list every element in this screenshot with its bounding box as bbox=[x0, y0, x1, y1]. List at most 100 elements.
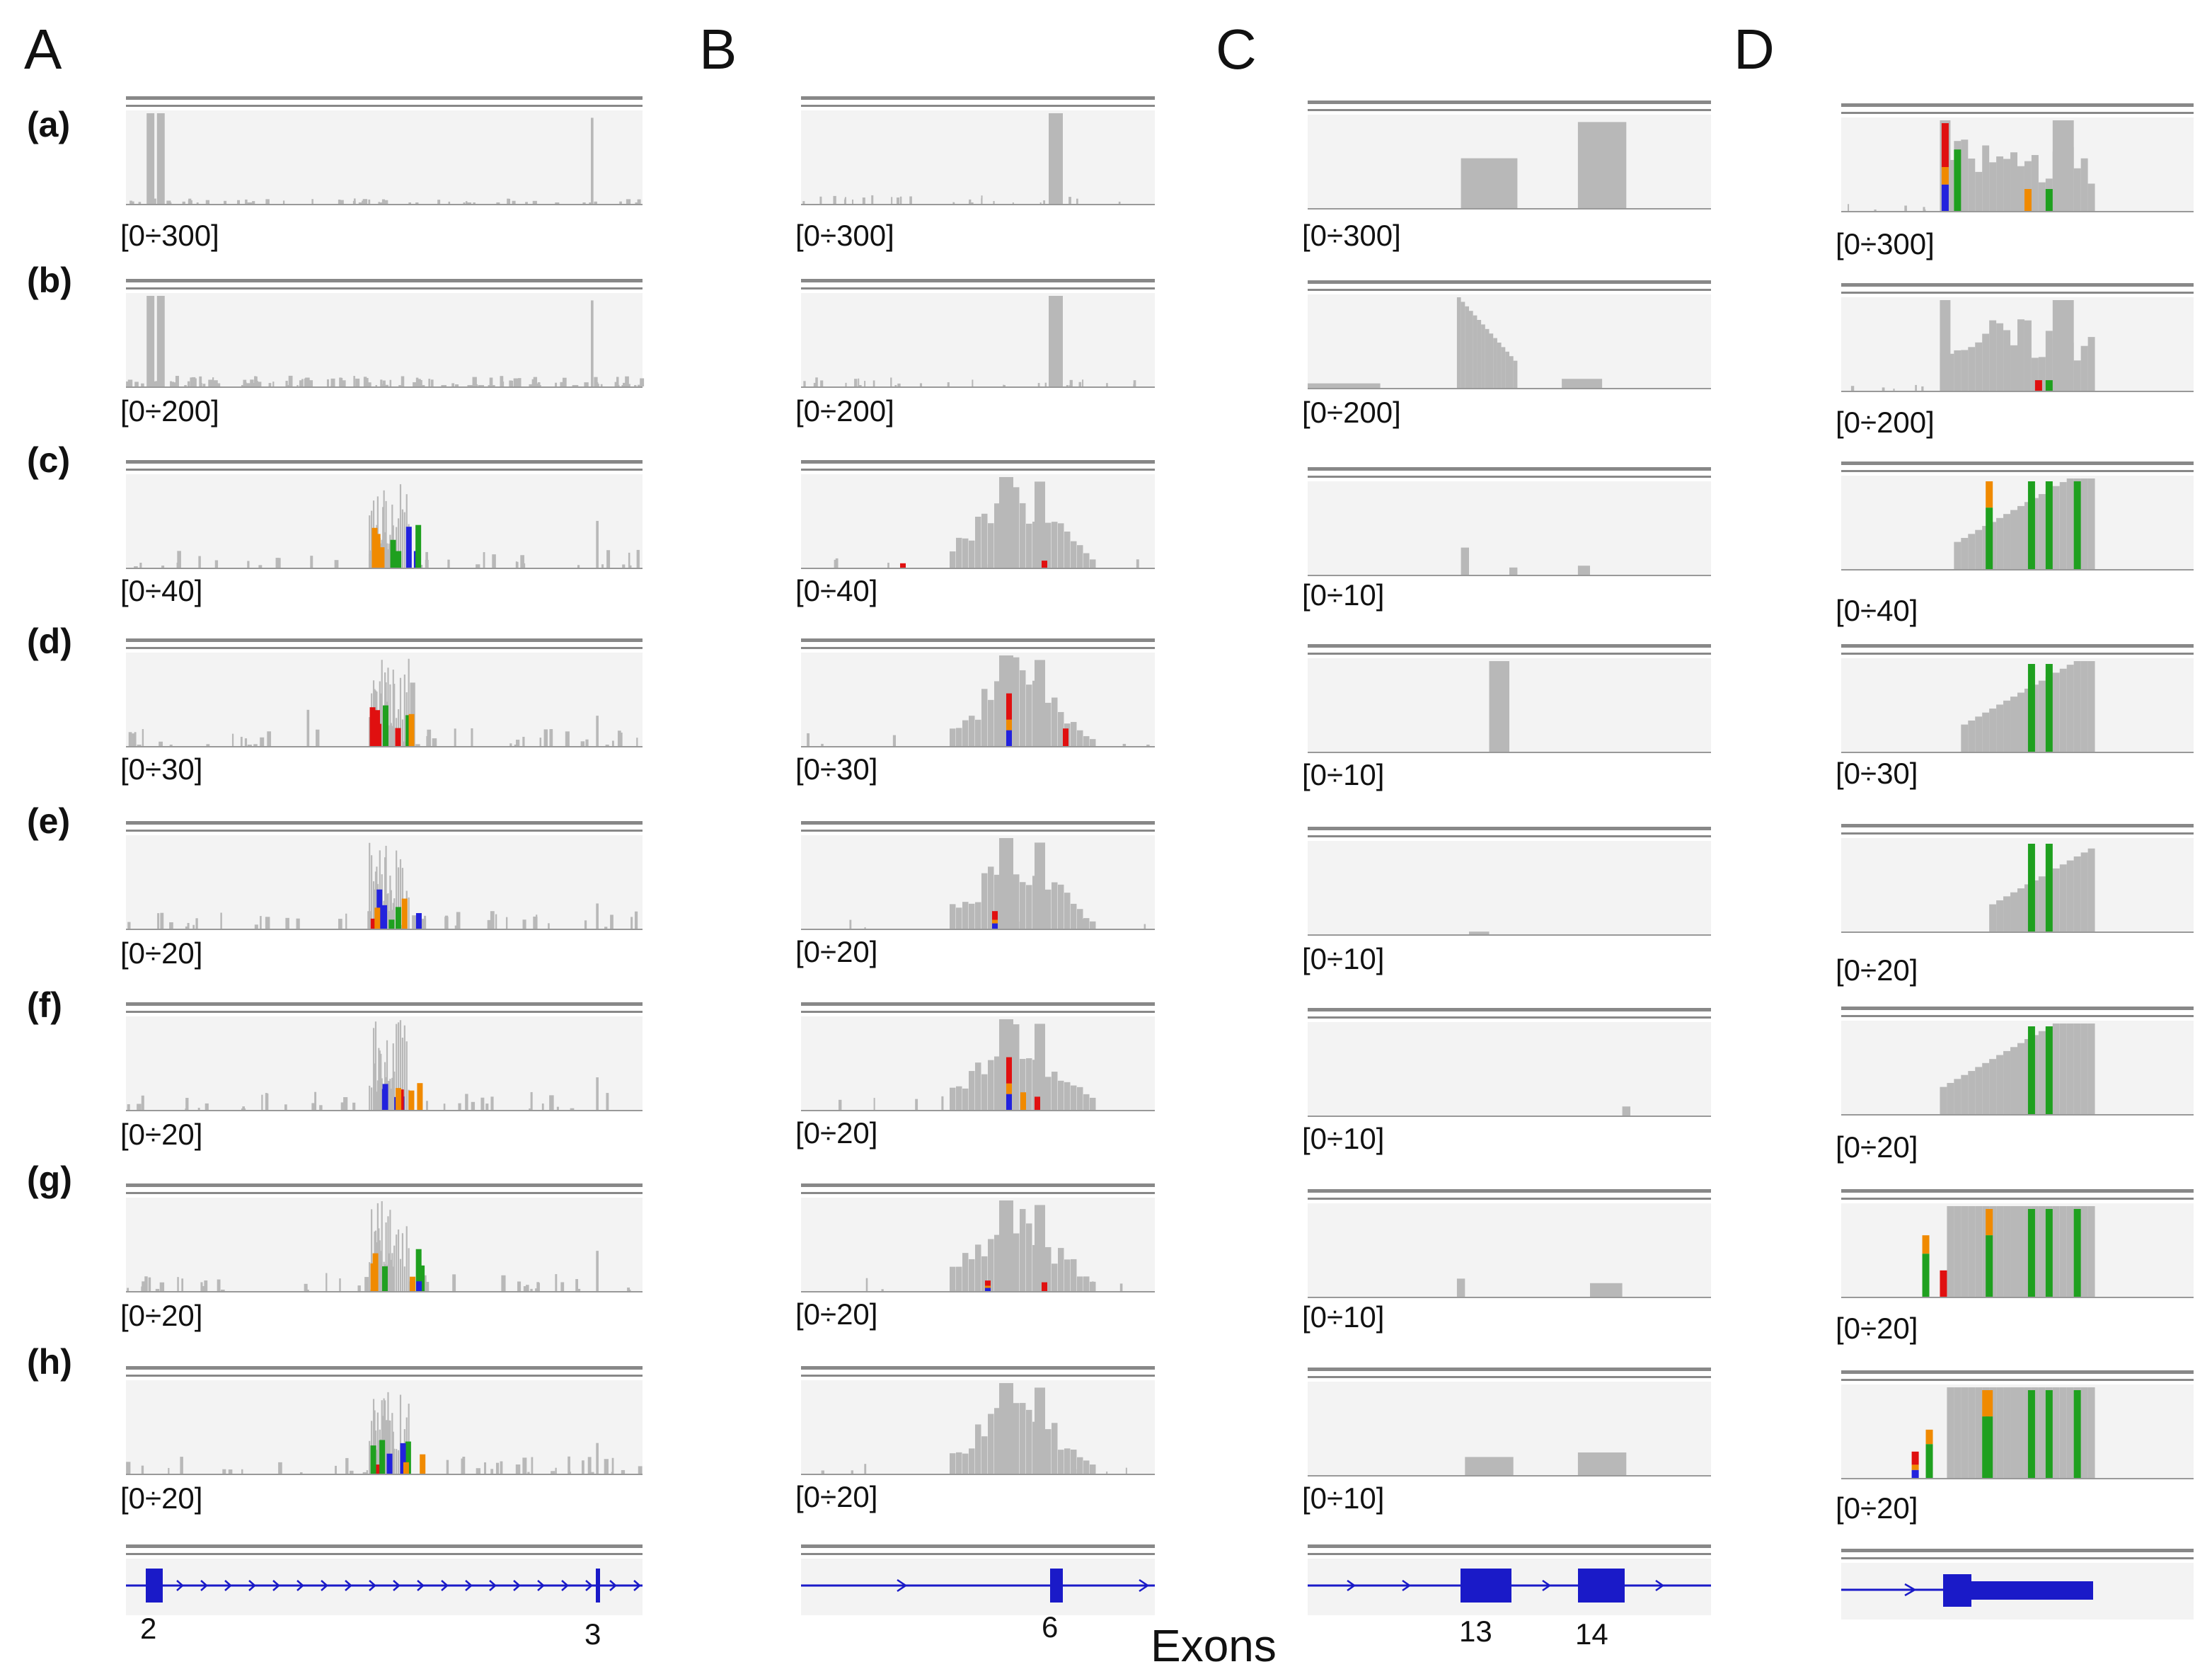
coverage-bar bbox=[432, 738, 437, 746]
coverage-bar bbox=[1461, 158, 1518, 208]
coverage-bar bbox=[220, 912, 222, 929]
coverage-bar bbox=[374, 871, 377, 929]
strand-arrow-icon bbox=[1542, 1579, 1552, 1592]
coverage-bar bbox=[359, 202, 362, 204]
coverage-bar bbox=[471, 1101, 476, 1110]
mismatch-bar bbox=[900, 563, 906, 568]
strand-arrow-icon bbox=[321, 1580, 328, 1591]
coverage-bar bbox=[376, 1203, 379, 1291]
coverage-bar bbox=[389, 1210, 391, 1291]
coverage-bar bbox=[1013, 657, 1020, 746]
mismatch-bar bbox=[1911, 1451, 1919, 1465]
coverage-bar bbox=[1848, 204, 1850, 211]
strand-arrow-icon bbox=[513, 1580, 521, 1591]
coverage-bar bbox=[501, 1275, 506, 1291]
coverage-bar bbox=[1975, 1206, 1983, 1297]
coverage-bar bbox=[387, 1392, 389, 1474]
coverage-bar bbox=[541, 1103, 544, 1110]
strand-arrow-icon bbox=[417, 1580, 425, 1591]
coverage-bar bbox=[1968, 1071, 1976, 1114]
coverage-bar bbox=[972, 379, 974, 386]
coverage-bar bbox=[2038, 680, 2046, 752]
coverage-bar bbox=[446, 1460, 449, 1474]
coverage-bar bbox=[1006, 1285, 1008, 1291]
coverage-bar bbox=[465, 1094, 468, 1110]
coverage-bar bbox=[1001, 561, 1005, 568]
coverage-bar bbox=[444, 917, 449, 929]
coverage-bar bbox=[1996, 900, 2004, 931]
coverage-bar bbox=[1052, 697, 1058, 746]
coverage-bar bbox=[426, 1101, 428, 1110]
coverage-bar bbox=[607, 552, 609, 568]
coverage-bar bbox=[565, 731, 570, 746]
coverage-bar bbox=[548, 923, 550, 929]
coverage-bar bbox=[1035, 660, 1045, 746]
coverage-bar bbox=[994, 874, 1001, 929]
coverage-bar bbox=[368, 382, 371, 386]
coverage-bar bbox=[155, 381, 158, 386]
coverage-bar bbox=[549, 729, 553, 746]
coverage-bar bbox=[130, 201, 134, 204]
coverage-bar bbox=[2059, 1024, 2067, 1114]
coverage-bar bbox=[999, 1200, 1013, 1291]
coverage-bar bbox=[988, 1239, 994, 1291]
mismatch-bar bbox=[2027, 664, 2035, 752]
coverage-bar bbox=[555, 1467, 557, 1474]
coverage-bar bbox=[396, 1024, 398, 1110]
coverage-bar bbox=[2087, 1024, 2095, 1114]
coverage-bar bbox=[1020, 1209, 1026, 1291]
coverage-bar bbox=[260, 737, 265, 746]
coverage-bar bbox=[390, 890, 392, 929]
coverage-bar bbox=[2017, 1387, 2024, 1478]
coverage-bar bbox=[1461, 302, 1465, 388]
coverage-bar bbox=[600, 384, 603, 386]
coverage-bar bbox=[577, 565, 580, 568]
track-separator bbox=[1308, 1553, 1711, 1555]
mismatch-bar bbox=[419, 1265, 425, 1291]
range-label-g-D: [0÷20] bbox=[1836, 1312, 1918, 1345]
coverage-bar bbox=[1035, 1024, 1045, 1110]
coverage-bar bbox=[1071, 721, 1077, 746]
coverage-bar bbox=[454, 925, 459, 929]
coverage-bar bbox=[2080, 1024, 2088, 1114]
coverage-bar bbox=[1083, 1276, 1090, 1291]
coverage-bar bbox=[505, 917, 508, 929]
coverage-bar bbox=[338, 919, 342, 929]
track-separator bbox=[126, 647, 643, 649]
coverage-bar bbox=[254, 924, 258, 929]
coverage-bar bbox=[301, 379, 304, 386]
coverage-bar bbox=[378, 1228, 380, 1291]
track-baseline bbox=[1308, 752, 1711, 753]
coverage-bar bbox=[522, 1457, 527, 1474]
coverage-bar bbox=[381, 1078, 383, 1110]
track-baseline bbox=[1308, 934, 1711, 936]
coverage-bar bbox=[355, 378, 360, 386]
track-baseline bbox=[126, 1291, 643, 1292]
coverage-bar bbox=[611, 1472, 614, 1474]
coverage-bar bbox=[379, 1103, 383, 1110]
coverage-bar bbox=[1077, 1087, 1083, 1110]
coverage-bar bbox=[369, 1085, 371, 1110]
coverage-bar bbox=[286, 385, 290, 386]
coverage-bar bbox=[1308, 383, 1381, 388]
track-separator bbox=[1308, 1008, 1711, 1011]
coverage-bar bbox=[192, 381, 196, 386]
coverage-bar bbox=[389, 534, 391, 568]
coverage-bar bbox=[1071, 541, 1077, 568]
coverage-bar bbox=[168, 202, 171, 204]
coverage-bar bbox=[381, 660, 383, 746]
coverage-bar bbox=[382, 380, 386, 386]
range-label-h-D: [0÷20] bbox=[1836, 1491, 1918, 1525]
mismatch-bar bbox=[1925, 1429, 1933, 1445]
track-separator bbox=[1308, 1544, 1711, 1548]
coverage-bar bbox=[386, 543, 388, 568]
coverage-bar bbox=[596, 1077, 599, 1110]
coverage-bar bbox=[640, 378, 645, 386]
mismatch-bar bbox=[2073, 481, 2081, 569]
coverage-bar bbox=[388, 1081, 391, 1110]
coverage-bar bbox=[962, 538, 969, 568]
coverage-bar bbox=[1469, 311, 1473, 388]
coverage-bar bbox=[284, 1108, 287, 1110]
mismatch-bar bbox=[1006, 693, 1012, 720]
coverage-bar bbox=[899, 196, 902, 204]
